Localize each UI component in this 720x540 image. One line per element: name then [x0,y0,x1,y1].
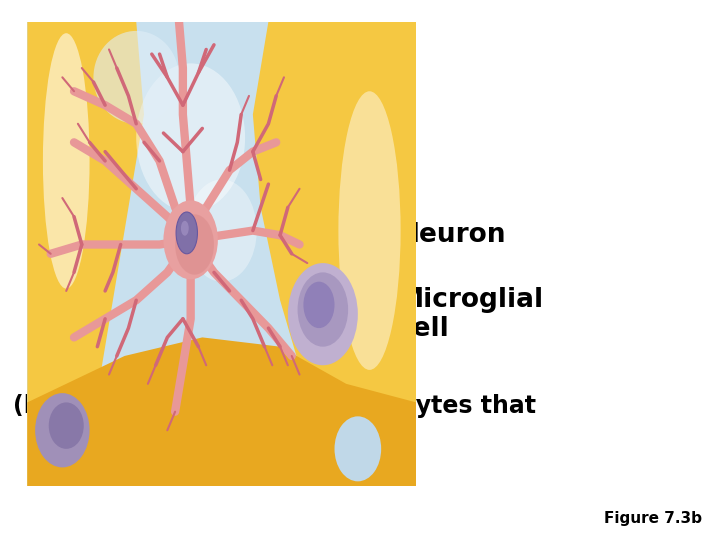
Ellipse shape [94,31,179,124]
Polygon shape [27,22,144,486]
Ellipse shape [136,63,245,212]
Ellipse shape [303,282,335,328]
Ellipse shape [335,416,381,481]
Ellipse shape [35,393,89,468]
Ellipse shape [338,91,400,370]
Ellipse shape [43,33,89,288]
Text: Neuron: Neuron [397,222,506,248]
Ellipse shape [49,402,84,449]
Text: (b) Microglial cells are phagocytes that
    defend CNS cells.: (b) Microglial cells are phagocytes that… [13,394,536,448]
Ellipse shape [288,263,358,365]
Ellipse shape [181,221,189,235]
Ellipse shape [186,179,257,282]
Ellipse shape [176,212,197,254]
Polygon shape [27,22,416,486]
Ellipse shape [163,200,218,279]
Polygon shape [27,338,416,486]
Text: Figure 7.3b: Figure 7.3b [604,511,702,526]
Polygon shape [253,22,416,486]
Ellipse shape [297,272,348,347]
Text: Microglial
cell: Microglial cell [397,287,544,342]
Ellipse shape [175,214,214,275]
